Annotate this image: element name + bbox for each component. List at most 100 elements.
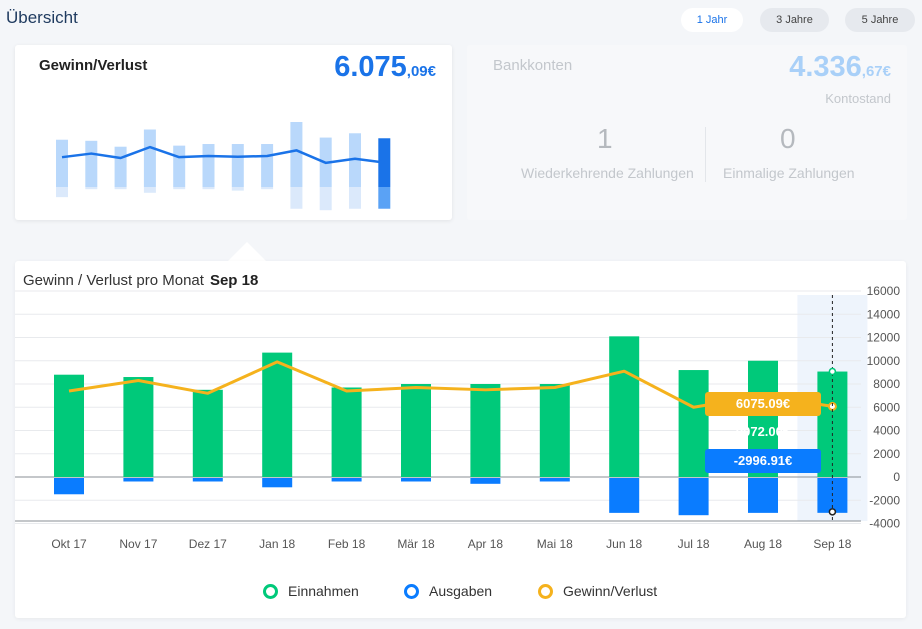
range-1-year-button[interactable]: 1 Jahr	[681, 8, 743, 32]
profit-amount: 6.075,09€	[334, 51, 436, 84]
x-tick-label: Mai 18	[537, 537, 573, 551]
tooltip-income-value: 9072.00€	[736, 424, 790, 439]
bank-accounts-card[interactable]: Bankkonten 4.336,67€ Kontostand 1 Wieder…	[467, 45, 907, 220]
mini-expense-bar	[319, 187, 332, 211]
tooltip-expense-box	[705, 449, 821, 473]
legend-expenses[interactable]: Ausgaben	[404, 583, 492, 599]
legend-expenses-label: Ausgaben	[429, 583, 493, 599]
legend-income[interactable]: Einnahmen	[263, 583, 359, 599]
mini-expense-bar	[56, 187, 68, 198]
monthly-chart-title-text: Gewinn / Verlust pro Monat	[23, 272, 204, 289]
mini-income-bar	[143, 129, 156, 187]
legend-profit-label: Gewinn/Verlust	[563, 583, 658, 599]
y-tick-label: -2000	[869, 493, 900, 507]
income-bar	[54, 374, 84, 477]
profit-card[interactable]: Gewinn/Verlust 6.075,09€	[15, 45, 452, 220]
mini-income-bar	[378, 138, 391, 187]
mini-expense-bar	[143, 187, 156, 193]
mini-expense-bar	[202, 187, 215, 190]
expense-bar	[331, 478, 362, 482]
mini-expense-bar	[349, 187, 361, 209]
income-bar	[123, 377, 154, 477]
monthly-profit-card: Gewinn / Verlust pro Monat Sep 18 16000 14…	[15, 261, 906, 618]
expense-bar	[678, 478, 709, 516]
expense-bar	[123, 478, 154, 482]
tooltip-profit-value: 6075.09€	[736, 396, 790, 411]
legend-income-dot	[263, 583, 278, 599]
mini-income-bar	[114, 146, 127, 187]
y-tick-label: 6000	[873, 400, 900, 414]
monthly-profit-chart[interactable]: 16000 14000 12000 10000 8000 6000 4000 2000 0 -20…	[15, 261, 906, 618]
selected-month: Sep 18	[209, 272, 259, 289]
card-pointer	[228, 242, 266, 261]
mini-expense-bar	[173, 187, 186, 190]
expense-bar	[539, 478, 570, 482]
legend-profit-dot	[538, 583, 553, 599]
expense-bar	[192, 478, 223, 482]
y-tick-label: 4000	[873, 424, 900, 438]
range-3-years-button[interactable]: 3 Jahre	[760, 8, 829, 32]
legend-profit[interactable]: Gewinn/Verlust	[538, 583, 657, 599]
mini-profit-line	[61, 145, 385, 165]
mini-income-bar	[202, 144, 215, 187]
mini-expense-bar	[378, 187, 391, 209]
bank-balance-decimals: ,67€	[861, 63, 891, 80]
x-tick-label: Sep 18	[813, 537, 851, 551]
onetime-payments-count: 0	[780, 123, 796, 154]
mini-income-bar	[85, 140, 98, 187]
legend-income-label: Einnahmen	[288, 583, 359, 599]
expense-bar	[470, 478, 501, 484]
y-tick-label: 14000	[867, 307, 901, 321]
y-tick-label: -4000	[869, 517, 900, 531]
mini-income-bar	[56, 139, 68, 187]
income-bar	[470, 384, 501, 477]
x-tick-label: Aug 18	[744, 537, 782, 551]
mini-income-bar	[261, 144, 274, 187]
income-bar	[192, 389, 223, 477]
x-tick-label: Mär 18	[397, 537, 435, 551]
onetime-payments-label: Einmalige Zahlungen	[723, 165, 855, 181]
tooltip-profit-box	[705, 392, 821, 416]
bank-balance-amount: 4.336,67€	[789, 51, 891, 84]
range-5-years-button[interactable]: 5 Jahre	[845, 8, 915, 32]
y-tick-label: 2000	[873, 447, 900, 461]
tooltip-expense-value: -2996.91€	[734, 453, 793, 468]
mini-income-bar	[349, 133, 361, 187]
income-bar	[262, 352, 293, 477]
expense-bar	[262, 478, 293, 488]
profit-card-label: Gewinn/Verlust	[39, 57, 148, 74]
mini-income-bar	[290, 122, 303, 187]
y-tick-label: 12000	[867, 331, 901, 345]
expense-bar	[401, 478, 431, 482]
x-tick-label: Jun 18	[606, 537, 642, 551]
legend-expenses-dot	[404, 583, 419, 599]
y-tick-label: 0	[893, 470, 900, 484]
mini-expense-bar	[85, 187, 98, 190]
income-point	[828, 367, 837, 376]
bank-balance-label: Kontostand	[825, 91, 891, 106]
stat-divider	[705, 127, 706, 182]
mini-expense-bar	[231, 187, 244, 191]
recurring-payments-label: Wiederkehrende Zahlungen	[521, 165, 694, 181]
expense-point	[828, 508, 837, 516]
bank-card-label: Bankkonten	[493, 57, 573, 74]
profit-amount-decimals: ,09€	[406, 63, 436, 80]
income-bar	[331, 387, 362, 477]
mini-expense-bar	[261, 187, 274, 190]
y-tick-label: 16000	[867, 284, 901, 298]
income-bar	[539, 384, 570, 477]
expense-bar	[609, 478, 640, 513]
x-tick-label: Feb 18	[328, 537, 366, 551]
x-tick-label: Nov 17	[119, 537, 157, 551]
income-bar	[609, 336, 640, 477]
profit-mini-chart	[56, 122, 391, 211]
profit-amount-main: 6.075	[334, 51, 407, 83]
x-tick-label: Jul 18	[678, 537, 710, 551]
x-tick-label: Jan 18	[259, 537, 295, 551]
expense-bar	[748, 478, 778, 513]
x-tick-label: Apr 18	[468, 537, 504, 551]
mini-income-bar	[231, 144, 244, 187]
page-title: Übersicht	[6, 8, 78, 27]
monthly-chart-title: Gewinn / Verlust pro Monat Sep 18	[23, 272, 258, 289]
income-bar	[678, 370, 709, 477]
